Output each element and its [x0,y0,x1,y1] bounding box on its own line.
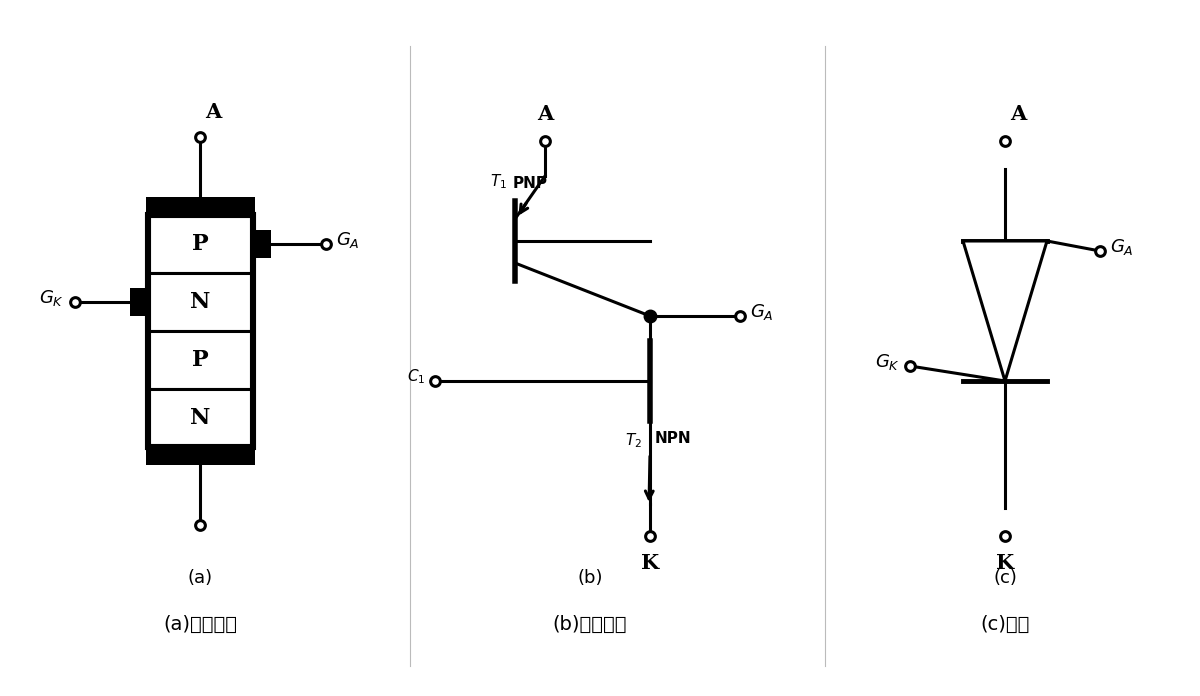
Text: N: N [190,407,210,429]
Bar [130,288,148,316]
Text: $G_A$: $G_A$ [750,302,774,322]
Bar [148,389,252,447]
Text: K: K [996,553,1014,573]
Text: (b): (b) [577,569,602,587]
Text: (c): (c) [994,569,1016,587]
Bar [252,230,270,258]
Bar [148,215,252,447]
Text: $G_K$: $G_K$ [875,352,900,372]
Text: NPN: NPN [655,431,691,446]
Text: (a): (a) [187,569,212,587]
Bar [148,215,252,273]
Text: N: N [190,291,210,313]
Text: $G_A$: $G_A$ [1110,237,1134,257]
Text: (a)内部结构: (a)内部结构 [163,615,238,633]
Text: P: P [192,233,209,255]
Text: $T_2$: $T_2$ [625,431,642,450]
Text: $G_A$: $G_A$ [336,230,359,250]
Text: PNP: PNP [514,176,548,191]
Bar [145,197,254,215]
Text: $C_1$: $C_1$ [407,367,425,386]
Text: A: A [205,102,221,122]
Text: P: P [192,349,209,371]
Text: A: A [1010,104,1026,124]
Text: $G_K$: $G_K$ [40,288,65,308]
Bar [148,273,252,331]
Bar [145,447,254,465]
Text: K: K [641,553,659,573]
Polygon shape [964,241,1046,381]
Text: $T_1$: $T_1$ [490,173,508,191]
Text: A: A [536,104,553,124]
Bar [148,331,252,389]
Text: (b)等效电路: (b)等效电路 [553,615,628,633]
Text: (c)符号: (c)符号 [980,615,1030,633]
